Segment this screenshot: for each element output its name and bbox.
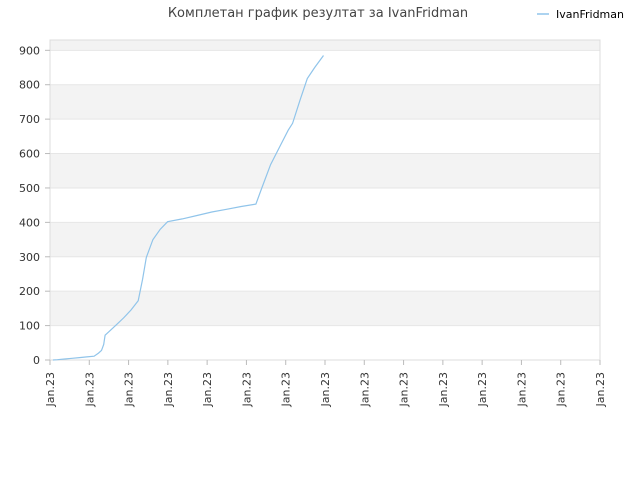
y-tick-label: 500 <box>19 182 40 195</box>
chart-title: Комплетан график резултат за IvanFridman <box>168 6 468 21</box>
x-tick-label: Jan.23 <box>437 372 450 407</box>
x-tick-label: Jan.23 <box>398 372 411 407</box>
grid-band <box>50 222 600 257</box>
x-tick-label: Jan.23 <box>555 372 568 407</box>
x-tick-label: Jan.23 <box>594 372 607 407</box>
legend-label-ivanfridman: IvanFridman <box>556 8 624 21</box>
x-tick-label: Jan.23 <box>319 372 332 407</box>
x-tick-label: Jan.23 <box>201 372 214 407</box>
series-line-ivanfridman <box>52 55 324 361</box>
series-layer <box>52 55 324 361</box>
x-tick-label: Jan.23 <box>476 372 489 407</box>
x-tick-label: Jan.23 <box>123 372 136 407</box>
x-tick-label: Jan.23 <box>162 372 175 407</box>
x-tick-label: Jan.23 <box>515 372 528 407</box>
y-axis-ticks: 0 100 200 300 400 500 600 700 800 900 <box>19 44 50 367</box>
legend: IvanFridman <box>537 8 624 21</box>
y-tick-label: 200 <box>19 285 40 298</box>
x-tick-label: Jan.23 <box>240 372 253 407</box>
x-tick-label: Jan.23 <box>83 372 96 407</box>
grid-lines <box>50 49 600 361</box>
x-tick-label: Jan.23 <box>44 372 57 407</box>
x-tick-label: Jan.23 <box>358 372 371 407</box>
grid-bands <box>50 40 600 326</box>
y-tick-label: 800 <box>19 79 40 92</box>
y-tick-label: 100 <box>19 320 40 333</box>
grid-band <box>50 291 600 326</box>
x-tick-label: Jan.23 <box>280 372 293 407</box>
grid-band <box>50 84 600 120</box>
grid-band <box>50 153 600 188</box>
y-tick-label: 600 <box>19 148 40 161</box>
y-tick-label: 300 <box>19 251 40 264</box>
y-tick-label: 900 <box>19 44 40 57</box>
y-tick-label: 700 <box>19 113 40 126</box>
y-tick-label: 0 <box>33 354 40 367</box>
x-axis-ticks: Jan.23 Jan.23 Jan.23 Jan.23 Jan.23 Jan.23 Jan.… <box>44 360 607 407</box>
grid-band <box>50 40 600 51</box>
y-tick-label: 400 <box>19 216 40 229</box>
